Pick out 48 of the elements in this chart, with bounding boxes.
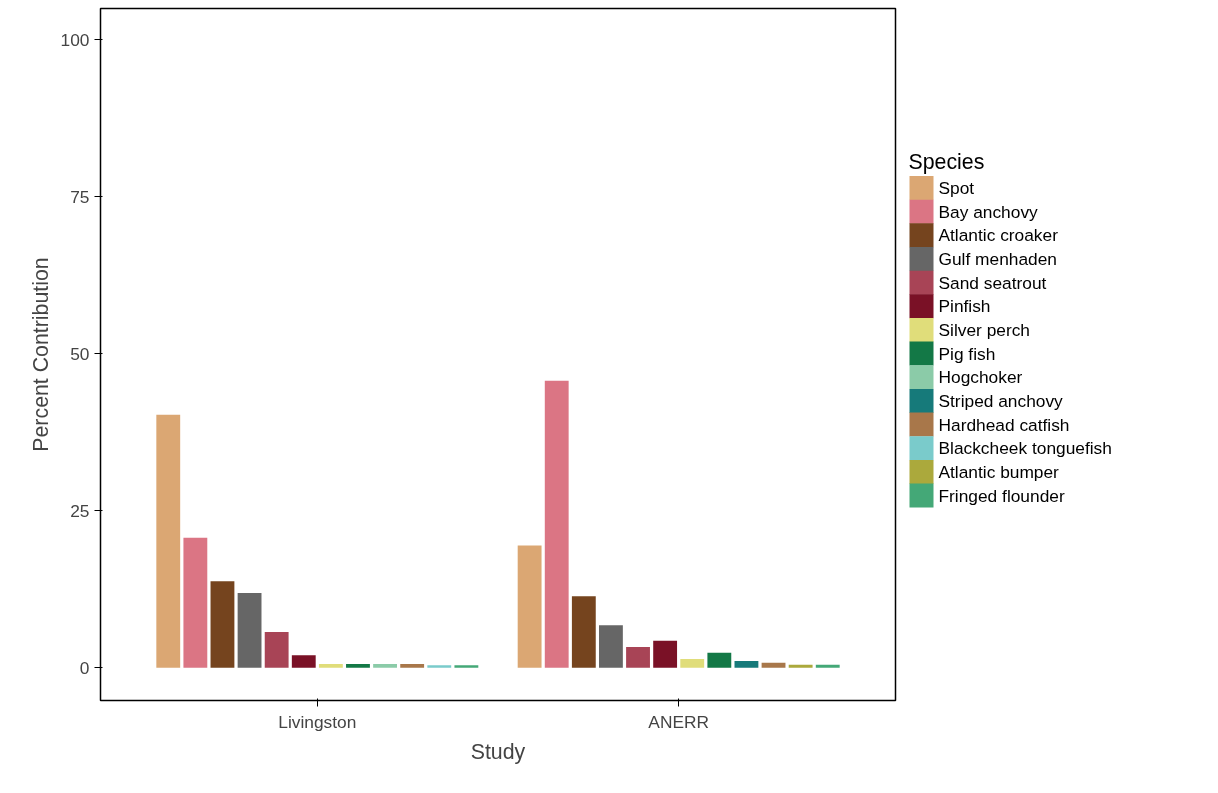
bar <box>599 625 623 668</box>
bar <box>346 664 370 668</box>
legend-label: Hardhead catfish <box>938 414 1070 435</box>
y-tick-label: 25 <box>70 500 90 521</box>
bar <box>626 647 650 668</box>
bar <box>237 593 262 668</box>
y-tick-label: 100 <box>60 29 90 50</box>
legend-label: Pinfish <box>938 296 991 317</box>
bar <box>680 659 705 668</box>
legend-label: Silver perch <box>938 319 1030 340</box>
bar <box>653 640 678 668</box>
bar <box>373 664 397 668</box>
bar <box>156 414 181 668</box>
bar <box>544 380 569 668</box>
legend-title: Species <box>908 149 985 174</box>
bar <box>734 660 759 668</box>
bar <box>454 665 479 668</box>
bar <box>183 537 208 668</box>
bar <box>517 545 542 668</box>
y-tick-label: 50 <box>70 343 90 364</box>
bar <box>291 655 316 668</box>
y-tick-label: 75 <box>70 186 90 207</box>
bar <box>427 665 452 668</box>
bar <box>571 596 596 668</box>
legend-label: Spot <box>938 178 975 199</box>
x-tick-label: Livingston <box>278 711 357 732</box>
legend-label: Atlantic croaker <box>938 225 1059 246</box>
legend-label: Pig fish <box>938 343 996 364</box>
legend-label: Fringed flounder <box>938 485 1065 506</box>
bar <box>815 664 840 668</box>
y-axis-title: Percent Contribution <box>28 257 53 452</box>
bar <box>210 581 235 668</box>
legend-label: Blackcheek tonguefish <box>938 438 1112 459</box>
bar <box>400 664 425 668</box>
x-axis-title: Study <box>470 739 526 764</box>
bar <box>318 664 343 668</box>
bar <box>264 632 289 668</box>
legend-label: Bay anchovy <box>938 201 1039 222</box>
legend-label: Sand seatrout <box>938 272 1047 293</box>
x-tick-label: ANERR <box>648 711 710 732</box>
legend-label: Striped anchovy <box>938 390 1064 411</box>
legend-label: Atlantic bumper <box>938 461 1060 482</box>
bar <box>761 662 786 668</box>
y-tick-label: 0 <box>79 657 90 678</box>
bar <box>788 664 813 668</box>
legend-label: Hogchoker <box>938 367 1023 388</box>
bar <box>707 652 732 668</box>
legend-label: Gulf menhaden <box>938 249 1057 270</box>
